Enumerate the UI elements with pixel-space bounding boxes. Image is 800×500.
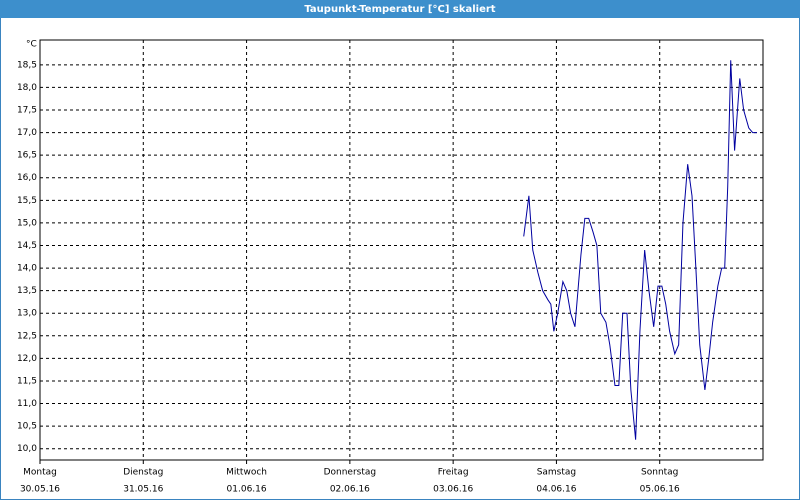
y-unit: °C bbox=[26, 40, 37, 50]
y-tick-label: 13,0 bbox=[17, 309, 37, 319]
y-tick-label: 12,5 bbox=[17, 331, 37, 341]
x-tick-date: 01.06.16 bbox=[227, 485, 267, 495]
y-tick-label: 10,5 bbox=[17, 422, 37, 432]
x-tick-date: 31.05.16 bbox=[123, 485, 163, 495]
x-tick-label: Sonntag bbox=[641, 468, 678, 478]
y-tick-label: 15,5 bbox=[17, 196, 37, 206]
y-tick-label: 14,0 bbox=[17, 264, 37, 274]
x-tick-label: Donnerstag bbox=[324, 468, 377, 478]
x-tick-date: 04.06.16 bbox=[536, 485, 576, 495]
chart-title: Taupunkt-Temperatur [°C] skaliert bbox=[304, 4, 495, 15]
x-tick-label: Freitag bbox=[438, 468, 469, 478]
y-tick-label: 11,0 bbox=[17, 399, 37, 409]
x-tick-date: 30.05.16 bbox=[20, 485, 60, 495]
y-tick-label: 16,5 bbox=[17, 151, 37, 161]
y-tick-label: 10,0 bbox=[17, 444, 37, 454]
x-tick-label: Montag bbox=[23, 468, 57, 478]
y-tick-label: 11,5 bbox=[17, 376, 37, 386]
plot-frame bbox=[39, 39, 764, 461]
x-tick-date: 03.06.16 bbox=[433, 485, 473, 495]
y-tick-label: 17,0 bbox=[17, 128, 37, 138]
x-tick-label: Mittwoch bbox=[226, 468, 267, 478]
x-tick-label: Samstag bbox=[537, 468, 576, 478]
x-tick-label: Dienstag bbox=[123, 468, 163, 478]
x-tick-date: 05.06.16 bbox=[640, 485, 680, 495]
x-tick-date: 02.06.16 bbox=[330, 485, 370, 495]
y-tick-label: 18,0 bbox=[17, 83, 37, 93]
y-tick-label: 16,0 bbox=[17, 173, 37, 183]
title-bar bbox=[0, 0, 800, 18]
y-tick-label: 14,5 bbox=[17, 241, 37, 251]
series-line bbox=[523, 60, 757, 440]
y-tick-label: 18,5 bbox=[17, 60, 37, 70]
y-tick-label: 15,0 bbox=[17, 218, 37, 228]
y-tick-label: 17,5 bbox=[17, 106, 37, 116]
y-tick-label: 13,5 bbox=[17, 286, 37, 296]
y-tick-label: 12,0 bbox=[17, 354, 37, 364]
